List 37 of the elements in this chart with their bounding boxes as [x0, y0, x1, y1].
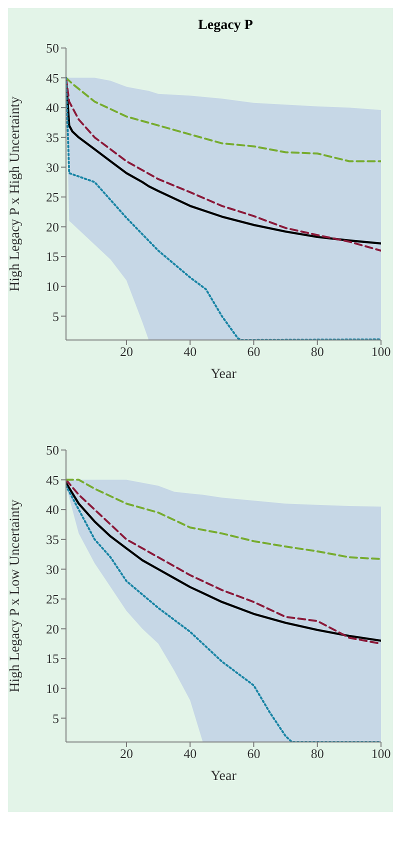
y-tick-label: 35 [46, 130, 59, 146]
x-tick-label: 80 [310, 746, 324, 762]
y-tick-label: 15 [46, 651, 59, 666]
x-tick-label: 100 [371, 344, 391, 360]
line-series [66, 76, 381, 162]
x-tick-label: 20 [120, 746, 133, 762]
line-series [66, 478, 381, 560]
x-tick-label: 60 [247, 344, 260, 360]
y-tick-label: 5 [52, 308, 59, 324]
y-tick-label: 45 [46, 472, 59, 488]
y-tick-label: 40 [46, 502, 59, 518]
x-tick-label: 40 [184, 344, 197, 360]
x-axis-title: Year [210, 367, 237, 382]
y-tick-label: 30 [46, 562, 59, 577]
y-tick-label: 10 [46, 680, 59, 696]
x-axis-title: Year [210, 769, 237, 784]
y-tick-label: 45 [46, 70, 59, 86]
y-tick-label: 15 [46, 249, 59, 264]
x-tick-label: 100 [371, 746, 391, 762]
x-tick-label: 20 [120, 344, 133, 360]
y-tick-label: 40 [46, 100, 59, 116]
x-tick-label: 40 [184, 746, 197, 762]
x-tick-label: 60 [247, 746, 260, 762]
chart-title: Legacy P [197, 18, 254, 35]
y-tick-label: 25 [46, 592, 59, 607]
y-tick-label: 5 [52, 710, 59, 726]
x-tick-label: 80 [310, 344, 324, 360]
y-tick-label: 50 [46, 40, 59, 56]
y-tick-label: 30 [46, 160, 59, 175]
y-axis-title: High Legacy P x High Uncertainty [8, 96, 23, 292]
y-tick-label: 20 [46, 219, 59, 234]
y-tick-label: 35 [46, 532, 59, 548]
y-tick-label: 20 [46, 621, 59, 636]
y-axis-title: High Legacy P x Low Uncertainty [8, 500, 23, 692]
y-tick-label: 10 [46, 278, 59, 294]
y-tick-label: 50 [46, 442, 59, 458]
y-tick-label: 25 [46, 190, 59, 205]
